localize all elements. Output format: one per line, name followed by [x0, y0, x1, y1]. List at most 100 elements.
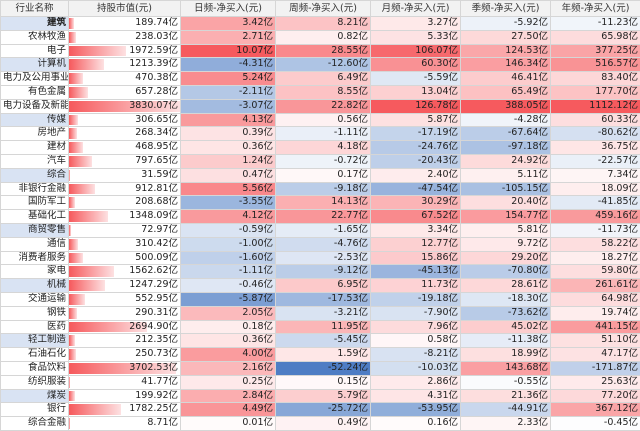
industry-name: 电力设备及新能源: [0, 98, 69, 114]
value-cell: -5.59亿: [370, 71, 461, 86]
value-cell: -1.60亿: [180, 250, 276, 266]
industry-name: 计算机: [0, 57, 69, 73]
value-cell: 1.59亿: [275, 347, 371, 362]
value-cell: 11.73亿: [370, 278, 461, 293]
industry-name: 综合金融: [0, 416, 69, 431]
market-value-bar: [69, 86, 89, 98]
value-cell: -44.91亿: [460, 402, 551, 418]
value-cell: 8.71亿: [68, 416, 181, 431]
value-cell: 65.98亿: [550, 29, 640, 45]
market-value-bar: [69, 73, 83, 84]
industry-name: 商贸零售: [0, 222, 69, 238]
value-cell: -5.92亿: [460, 16, 551, 31]
value-cell: 0.16亿: [370, 416, 461, 431]
value-cell: 1562.62亿: [68, 264, 181, 280]
market-value: 1247.29亿: [129, 279, 178, 291]
value-cell: 10.07亿: [180, 43, 276, 59]
market-value-bar: [69, 211, 109, 222]
header-cell: 月频-净买入(元): [370, 0, 461, 17]
value-cell: 2.16亿: [180, 360, 276, 376]
value-cell: 29.20亿: [460, 250, 551, 266]
value-cell: 0.56亿: [275, 112, 371, 128]
market-value-bar: [69, 169, 70, 181]
market-value-bar: [69, 142, 83, 153]
value-cell: 30.29亿: [370, 195, 461, 211]
industry-name: 综合: [0, 167, 69, 183]
market-value: 470.38亿: [135, 72, 178, 84]
value-cell: 4.12亿: [180, 209, 276, 224]
value-cell: -12.60亿: [275, 57, 371, 73]
market-value-bar: [69, 321, 148, 333]
value-cell: -80.62亿: [550, 126, 640, 142]
value-cell: 5.56亿: [180, 181, 276, 197]
table-row: 综合 31.59亿 0.47亿 0.17亿 2.40亿 5.11亿 7.34亿: [0, 167, 640, 183]
market-value-bar: [69, 238, 78, 250]
value-cell: 657.28亿: [68, 84, 181, 100]
table-row: 综合金融 8.71亿 0.01亿 0.49亿 0.16亿 2.33亿 -0.45亿: [0, 416, 640, 431]
table-row: 钢铁 290.31亿 2.05亿 -3.21亿 -7.90亿 -73.62亿 19.74亿: [0, 305, 640, 321]
value-cell: 41.77亿: [68, 374, 181, 390]
market-value: 1562.62亿: [129, 265, 178, 277]
table-row: 基础化工 1348.09亿 4.12亿 22.77亿 67.52亿 154.77亿 459.…: [0, 209, 640, 224]
value-cell: 31.59亿: [68, 167, 181, 183]
table-row: 银行 1782.25亿 4.49亿 -25.72亿 -53.95亿 -44.91亿 367.…: [0, 402, 640, 418]
market-value-bar: [69, 404, 121, 416]
value-cell: 0.15亿: [275, 374, 371, 390]
value-cell: -105.15亿: [460, 181, 551, 197]
value-cell: 0.47亿: [180, 167, 276, 183]
value-cell: -0.46亿: [180, 278, 276, 293]
value-cell: 459.16亿: [550, 209, 640, 224]
industry-name: 钢铁: [0, 305, 69, 321]
market-value-bar: [69, 280, 106, 291]
industry-name: 通信: [0, 236, 69, 252]
value-cell: -70.80亿: [460, 264, 551, 280]
table-row: 食品饮料 3702.53亿 2.16亿 -52.24亿 -10.03亿 143.68亿 -1…: [0, 360, 640, 376]
value-cell: 7.96亿: [370, 319, 461, 335]
value-cell: -0.59亿: [180, 222, 276, 238]
industry-name: 国防军工: [0, 195, 69, 211]
industry-name: 医药: [0, 319, 69, 335]
industry-name: 农林牧渔: [0, 29, 69, 45]
value-cell: -47.54亿: [370, 181, 461, 197]
value-cell: 797.65亿: [68, 153, 181, 169]
industry-name: 建材: [0, 140, 69, 155]
value-cell: -3.55亿: [180, 195, 276, 211]
value-cell: -0.55亿: [460, 374, 551, 390]
industry-name: 传媒: [0, 112, 69, 128]
value-cell: 1.24亿: [180, 153, 276, 169]
table-row: 医药 2694.90亿 0.18亿 11.95亿 7.96亿 45.02亿 441.15亿: [0, 319, 640, 335]
header-cell: 行业名称: [0, 0, 69, 17]
market-value: 1213.39亿: [129, 58, 178, 70]
value-cell: 5.81亿: [460, 222, 551, 238]
value-cell: 470.38亿: [68, 71, 181, 86]
market-value: 8.71亿: [147, 417, 178, 429]
market-value-bar: [69, 266, 115, 278]
table-row: 国防军工 208.68亿 -3.55亿 14.13亿 30.29亿 20.40亿 -41.8…: [0, 195, 640, 211]
market-value-bar: [69, 252, 84, 264]
market-value: 310.42亿: [135, 237, 178, 249]
value-cell: 77.20亿: [550, 388, 640, 404]
header-row: 行业名称 持股市值(元) 日频-净买入(元) 周频-净买入(元) 月频-净买入(元) 季频…: [0, 0, 640, 17]
market-value: 1348.09亿: [129, 210, 178, 222]
industry-name: 电子: [0, 43, 69, 59]
value-cell: 2.40亿: [370, 167, 461, 183]
table-row: 家电 1562.62亿 -1.11亿 -9.12亿 -45.13亿 -70.80亿 59.8…: [0, 264, 640, 280]
value-cell: -0.72亿: [275, 153, 371, 169]
industry-name: 非银行金融: [0, 181, 69, 197]
value-cell: 250.73亿: [68, 347, 181, 362]
market-value: 31.59亿: [141, 168, 178, 180]
market-value-bar: [69, 114, 78, 126]
value-cell: 2.71亿: [180, 29, 276, 45]
market-value: 208.68亿: [135, 196, 178, 208]
table-row: 机械 1247.29亿 -0.46亿 6.95亿 11.73亿 28.61亿 261.61亿: [0, 278, 640, 293]
value-cell: 441.15亿: [550, 319, 640, 335]
value-cell: -19.18亿: [370, 291, 461, 307]
value-cell: 11.95亿: [275, 319, 371, 335]
value-cell: 1112.12亿: [550, 98, 640, 114]
market-value: 3702.53亿: [129, 361, 178, 373]
industry-name: 有色金属: [0, 84, 69, 100]
industry-name: 建筑: [0, 16, 69, 31]
market-value-bar: [69, 224, 72, 236]
table-row: 电子 1972.59亿 10.07亿 28.55亿 106.07亿 124.53亿 377.…: [0, 43, 640, 59]
